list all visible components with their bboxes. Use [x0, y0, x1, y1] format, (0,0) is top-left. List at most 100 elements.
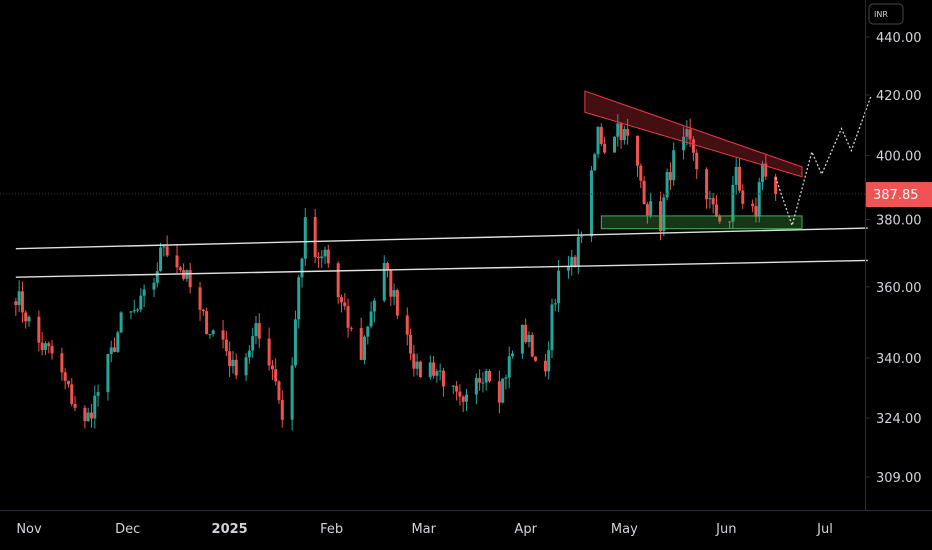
candle — [136, 308, 140, 313]
x-tick-label: Mar — [411, 522, 436, 537]
candle-body — [93, 395, 97, 419]
candle — [139, 288, 143, 313]
candle — [89, 403, 93, 428]
candle-body — [622, 129, 626, 141]
candle — [129, 311, 133, 320]
candle-body — [435, 371, 439, 376]
candle-body — [165, 246, 169, 256]
candle-body — [323, 249, 327, 257]
candle-body — [366, 326, 370, 337]
candle-body — [155, 271, 159, 283]
candle — [507, 346, 511, 389]
candle — [257, 313, 261, 349]
candle — [534, 356, 538, 362]
candle-body — [142, 289, 146, 296]
candle — [511, 350, 515, 359]
candle — [366, 326, 370, 345]
candle — [451, 385, 455, 395]
candle-body — [668, 172, 672, 181]
candle-body — [106, 354, 110, 393]
candle — [201, 308, 205, 316]
candle-body — [175, 255, 179, 268]
candle-body — [60, 353, 64, 373]
candle — [662, 193, 666, 237]
candle-body — [415, 361, 419, 369]
support-zone[interactable] — [600, 215, 803, 230]
candle-body — [711, 198, 715, 205]
candle-body — [37, 316, 41, 343]
candle — [501, 378, 505, 404]
candle — [369, 301, 373, 329]
candle — [478, 369, 482, 391]
candle — [458, 384, 462, 406]
candle-body — [412, 353, 416, 369]
candle-body — [267, 338, 271, 366]
candle-body — [589, 170, 593, 237]
candle-body — [188, 270, 192, 288]
candle-body — [481, 382, 485, 384]
candle-body — [211, 330, 215, 335]
candle — [642, 176, 646, 205]
candle-body — [751, 203, 755, 207]
candle — [211, 329, 215, 337]
candle-body — [741, 190, 745, 204]
candle — [636, 135, 640, 177]
candle — [339, 294, 343, 313]
candle — [159, 242, 163, 272]
x-tick-label: Jul — [816, 522, 833, 537]
last-price-tag: 387.85 — [866, 182, 932, 208]
candle-body — [178, 267, 182, 271]
candle — [672, 142, 676, 186]
y-tick-label: 400.00 — [876, 150, 922, 165]
candle — [570, 250, 574, 276]
candle-body — [566, 266, 570, 271]
candle-body — [372, 300, 376, 312]
candle-body — [672, 150, 676, 181]
candle — [557, 259, 561, 312]
candle — [612, 136, 616, 153]
candle-body — [27, 316, 31, 322]
candle-body — [626, 129, 630, 136]
candle — [731, 175, 735, 229]
candle — [481, 372, 485, 393]
candle-body — [363, 336, 367, 360]
candle-body — [507, 356, 511, 378]
candle — [593, 152, 597, 172]
candles-layer — [14, 114, 778, 431]
projection-path[interactable] — [775, 95, 872, 228]
y-axis[interactable]: 440.00 420.00 400.00 380.00 360.00 340.00 324.… — [866, 31, 922, 486]
candle-body — [685, 129, 689, 137]
candle — [649, 192, 653, 219]
channel-line-upper[interactable] — [15, 227, 868, 250]
candle-body — [691, 139, 695, 153]
y-tick-label: 440.00 — [876, 31, 922, 46]
candle-body — [392, 290, 396, 297]
candle — [764, 155, 768, 180]
candle — [205, 307, 209, 335]
candle — [109, 340, 113, 363]
candle — [619, 122, 623, 149]
candle — [221, 320, 225, 349]
channel-line-lower[interactable] — [15, 259, 868, 278]
candle — [761, 160, 765, 191]
candle-body — [728, 221, 732, 223]
candle — [300, 257, 304, 288]
candle-body — [152, 282, 156, 290]
candle-body — [73, 403, 77, 408]
candle-body — [553, 303, 557, 305]
candle-body — [695, 152, 699, 170]
candle-body — [580, 236, 584, 238]
candle-body — [40, 342, 44, 350]
candle — [389, 270, 393, 306]
candle — [751, 199, 755, 213]
candle-body — [543, 360, 547, 372]
x-axis[interactable]: Nov Dec 2025 Feb Mar Apr May Jun Jul — [16, 522, 833, 537]
candle — [573, 254, 577, 268]
y-tick-label: 309.00 — [876, 471, 922, 486]
candle-body — [132, 310, 136, 312]
resistance-trend-zone[interactable] — [584, 90, 803, 178]
candle — [277, 380, 281, 404]
candle-body — [129, 311, 133, 313]
candle — [705, 167, 709, 209]
